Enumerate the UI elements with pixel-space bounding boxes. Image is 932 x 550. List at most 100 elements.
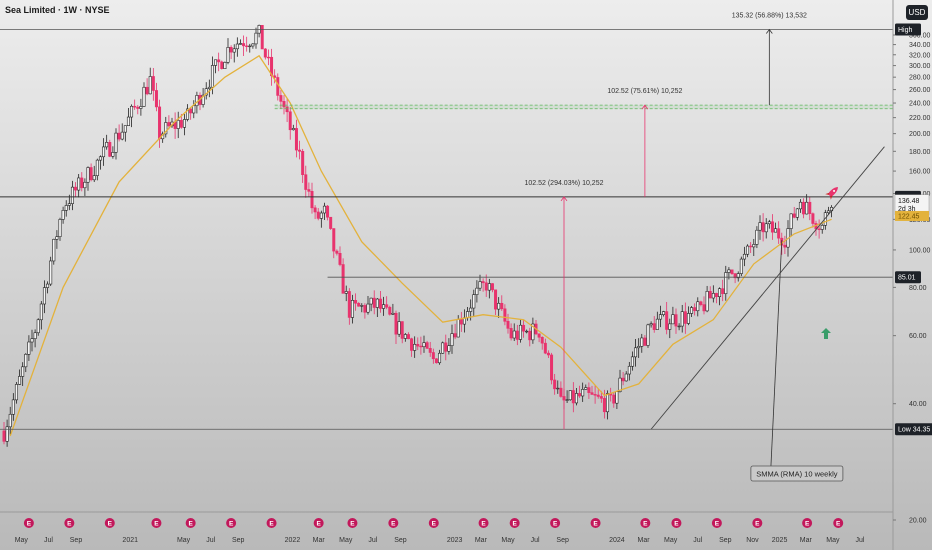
candle-body [581, 389, 585, 397]
earnings-marker-letter: E [715, 521, 720, 528]
candle-body [385, 304, 389, 308]
candle-body [301, 151, 305, 176]
candle-body [637, 346, 641, 349]
candle-body [774, 228, 778, 233]
candle-body [643, 337, 647, 346]
time-tick-label: Jul [693, 537, 702, 544]
time-tick-label: 2021 [122, 537, 138, 544]
time-tick-label: Mar [313, 537, 326, 544]
earnings-marker: E [428, 518, 439, 528]
candle-body [506, 320, 510, 329]
candle-body [817, 228, 821, 231]
candle-body [326, 205, 330, 218]
candle-body [313, 207, 317, 213]
candle-body [702, 304, 706, 312]
time-tick-label: Sep [70, 537, 83, 544]
candle-body [266, 56, 270, 59]
candle-body [242, 43, 246, 47]
candle-body [730, 269, 734, 274]
time-tick-label: Sep [232, 537, 245, 544]
currency-badge[interactable]: USD [906, 5, 928, 20]
candle-body [400, 321, 404, 339]
candle-body [459, 319, 463, 325]
earnings-marker-letter: E [481, 521, 486, 528]
candle-body [354, 300, 358, 304]
candle-body [553, 379, 557, 390]
candle-body [590, 392, 594, 395]
candle-body [70, 186, 74, 204]
measure-arrowhead [641, 104, 649, 110]
candle-body [298, 149, 302, 152]
earnings-marker-letter: E [269, 521, 274, 528]
price-tick-label: 60.00 [909, 333, 927, 340]
candle-body [478, 281, 482, 289]
candle-body [683, 311, 687, 324]
earnings-marker: E [802, 518, 813, 528]
candle-body [487, 283, 491, 291]
candle-body [201, 94, 205, 105]
candle-body [46, 283, 50, 288]
candle-body [322, 205, 326, 214]
time-tick-label: Sep [556, 537, 569, 544]
earnings-marker-letter: E [67, 521, 72, 528]
candle-body [431, 352, 435, 360]
candle-body [382, 304, 386, 309]
price-tick-label: 180.00 [909, 149, 931, 156]
candle-body [189, 108, 193, 114]
candle-body [665, 311, 669, 330]
price-tick-label: 340.00 [909, 42, 931, 49]
candle-body [245, 45, 249, 47]
price-tick-label: 360.00 [909, 33, 931, 40]
candle-body [428, 348, 432, 353]
candle-body [596, 394, 600, 397]
candle-body [394, 312, 398, 335]
candle-body [403, 334, 407, 339]
candle-body [347, 291, 351, 318]
time-tick-label: May [15, 537, 29, 544]
candle-body [291, 128, 295, 131]
smma-line [9, 54, 832, 437]
symbol-title[interactable]: Sea Limited · 1W · NYSE [5, 5, 110, 15]
candle-body [67, 203, 71, 206]
target-zone [274, 105, 893, 109]
candle-body [360, 305, 364, 307]
candle-body [627, 365, 631, 375]
candle-body [254, 32, 258, 45]
candle-body [444, 342, 448, 352]
candle-body [658, 314, 662, 320]
candle-body [369, 297, 373, 305]
earnings-marker-letter: E [836, 521, 841, 528]
time-tick-label: Jul [368, 537, 377, 544]
candle-body [42, 287, 46, 305]
candle-body [686, 313, 690, 324]
earnings-marker: E [509, 518, 520, 528]
price-tick-label: 240.00 [909, 101, 931, 108]
candle-body [310, 191, 314, 209]
candle-body [142, 86, 146, 107]
candle-body [164, 122, 168, 135]
candle-body [540, 336, 544, 344]
candle-body [89, 167, 93, 181]
candle-body [235, 43, 239, 50]
candle-body [711, 293, 715, 299]
candle-body [214, 59, 218, 66]
smma-value-text: 122.45 [898, 213, 920, 220]
candle-body [770, 221, 774, 233]
candle-body [425, 342, 429, 349]
candle-body [559, 387, 563, 397]
candle-body [578, 393, 582, 397]
candle-body [447, 345, 451, 352]
candle-body [515, 330, 519, 340]
earnings-marker-letter: E [229, 521, 234, 528]
candle-body [518, 324, 522, 340]
candle-body [690, 307, 694, 314]
trendline [650, 146, 885, 430]
candle-body [811, 213, 815, 224]
candle-body [621, 377, 625, 382]
earnings-marker-letter: E [553, 521, 558, 528]
candle-body [453, 333, 457, 338]
measure-arrowhead [766, 28, 773, 34]
candle-body [571, 390, 575, 404]
earnings-marker: E [752, 518, 763, 528]
